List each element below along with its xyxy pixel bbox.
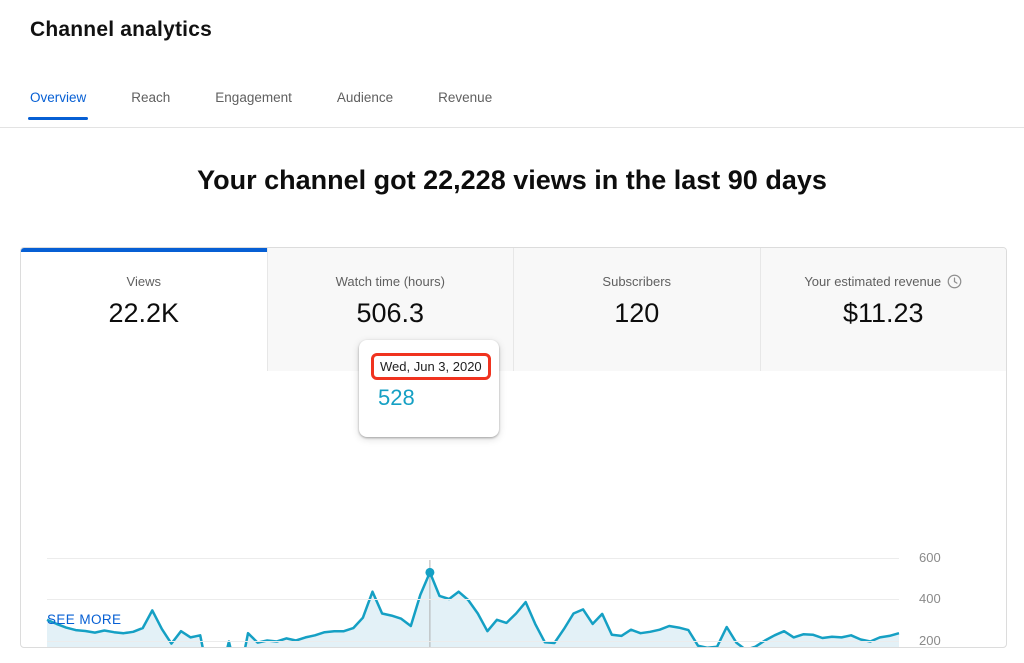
metric-value: 22.2K [108, 298, 180, 328]
y-axis-label: 600 [919, 549, 941, 565]
metric-card-estimated-revenue[interactable]: Your estimated revenue $11.23 [759, 248, 1007, 371]
tab-engagement[interactable]: Engagement [215, 90, 292, 105]
see-more-link[interactable]: SEE MORE [47, 612, 122, 627]
chart-area[interactable]: 0200400600Apr 24, ...May 9, 2020May 24, … [21, 371, 1006, 647]
metric-card-views[interactable]: Views 22.2K [21, 248, 267, 371]
views-area [47, 572, 899, 647]
metric-label: Views [126, 274, 161, 289]
metric-label: Watch time (hours) [335, 274, 445, 289]
tooltip-value: 528 [378, 385, 415, 410]
metric-card-subscribers[interactable]: Subscribers 120 [513, 248, 760, 371]
views-line [46, 571, 900, 647]
tab-audience[interactable]: Audience [336, 90, 394, 105]
metric-label: Your estimated revenue [761, 274, 1007, 289]
views-chart [46, 560, 900, 647]
headline: Your channel got 22,228 views in the las… [197, 165, 827, 195]
tab-overview[interactable]: Overview [27, 90, 89, 120]
tabs-divider [0, 127, 1024, 128]
tab-reach[interactable]: Reach [131, 90, 171, 105]
tooltip-date-annotation: Wed, Jun 3, 2020 [371, 353, 491, 380]
metric-value: $11.23 [842, 298, 924, 328]
page-title: Channel analytics [30, 18, 212, 41]
tab-revenue[interactable]: Revenue [438, 90, 493, 105]
metric-value: 120 [614, 298, 660, 328]
analytics-card: Views 22.2K Watch time (hours) 506.3 Subscri… [20, 247, 1007, 648]
gridline [47, 599, 899, 600]
y-axis-label: 400 [919, 591, 941, 606]
gridline [47, 557, 899, 559]
tab-bar: Overview Reach Engagement Audience Revenue [27, 90, 493, 120]
clock-icon [947, 274, 962, 289]
metric-label: Subscribers [602, 274, 672, 289]
y-axis-label: 200 [919, 632, 941, 648]
metric-summary-row: Views 22.2K Watch time (hours) 506.3 Subscri… [21, 248, 1006, 371]
metric-value: 506.3 [356, 298, 425, 328]
tooltip: Wed, Jun 3, 2020 528 [359, 340, 499, 437]
gridline [47, 640, 899, 642]
data-point-dot [425, 567, 435, 577]
